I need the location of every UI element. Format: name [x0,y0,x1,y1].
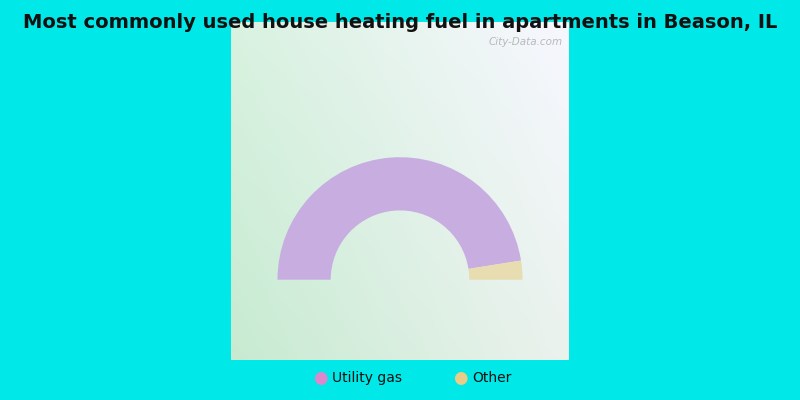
Text: ●: ● [453,369,467,387]
Wedge shape [469,260,522,280]
Text: City-Data.com: City-Data.com [488,37,562,47]
Text: Most commonly used house heating fuel in apartments in Beason, IL: Most commonly used house heating fuel in… [23,12,777,32]
Wedge shape [278,157,521,280]
Text: ●: ● [313,369,327,387]
Text: Other: Other [472,371,511,385]
Text: Utility gas: Utility gas [332,371,402,385]
